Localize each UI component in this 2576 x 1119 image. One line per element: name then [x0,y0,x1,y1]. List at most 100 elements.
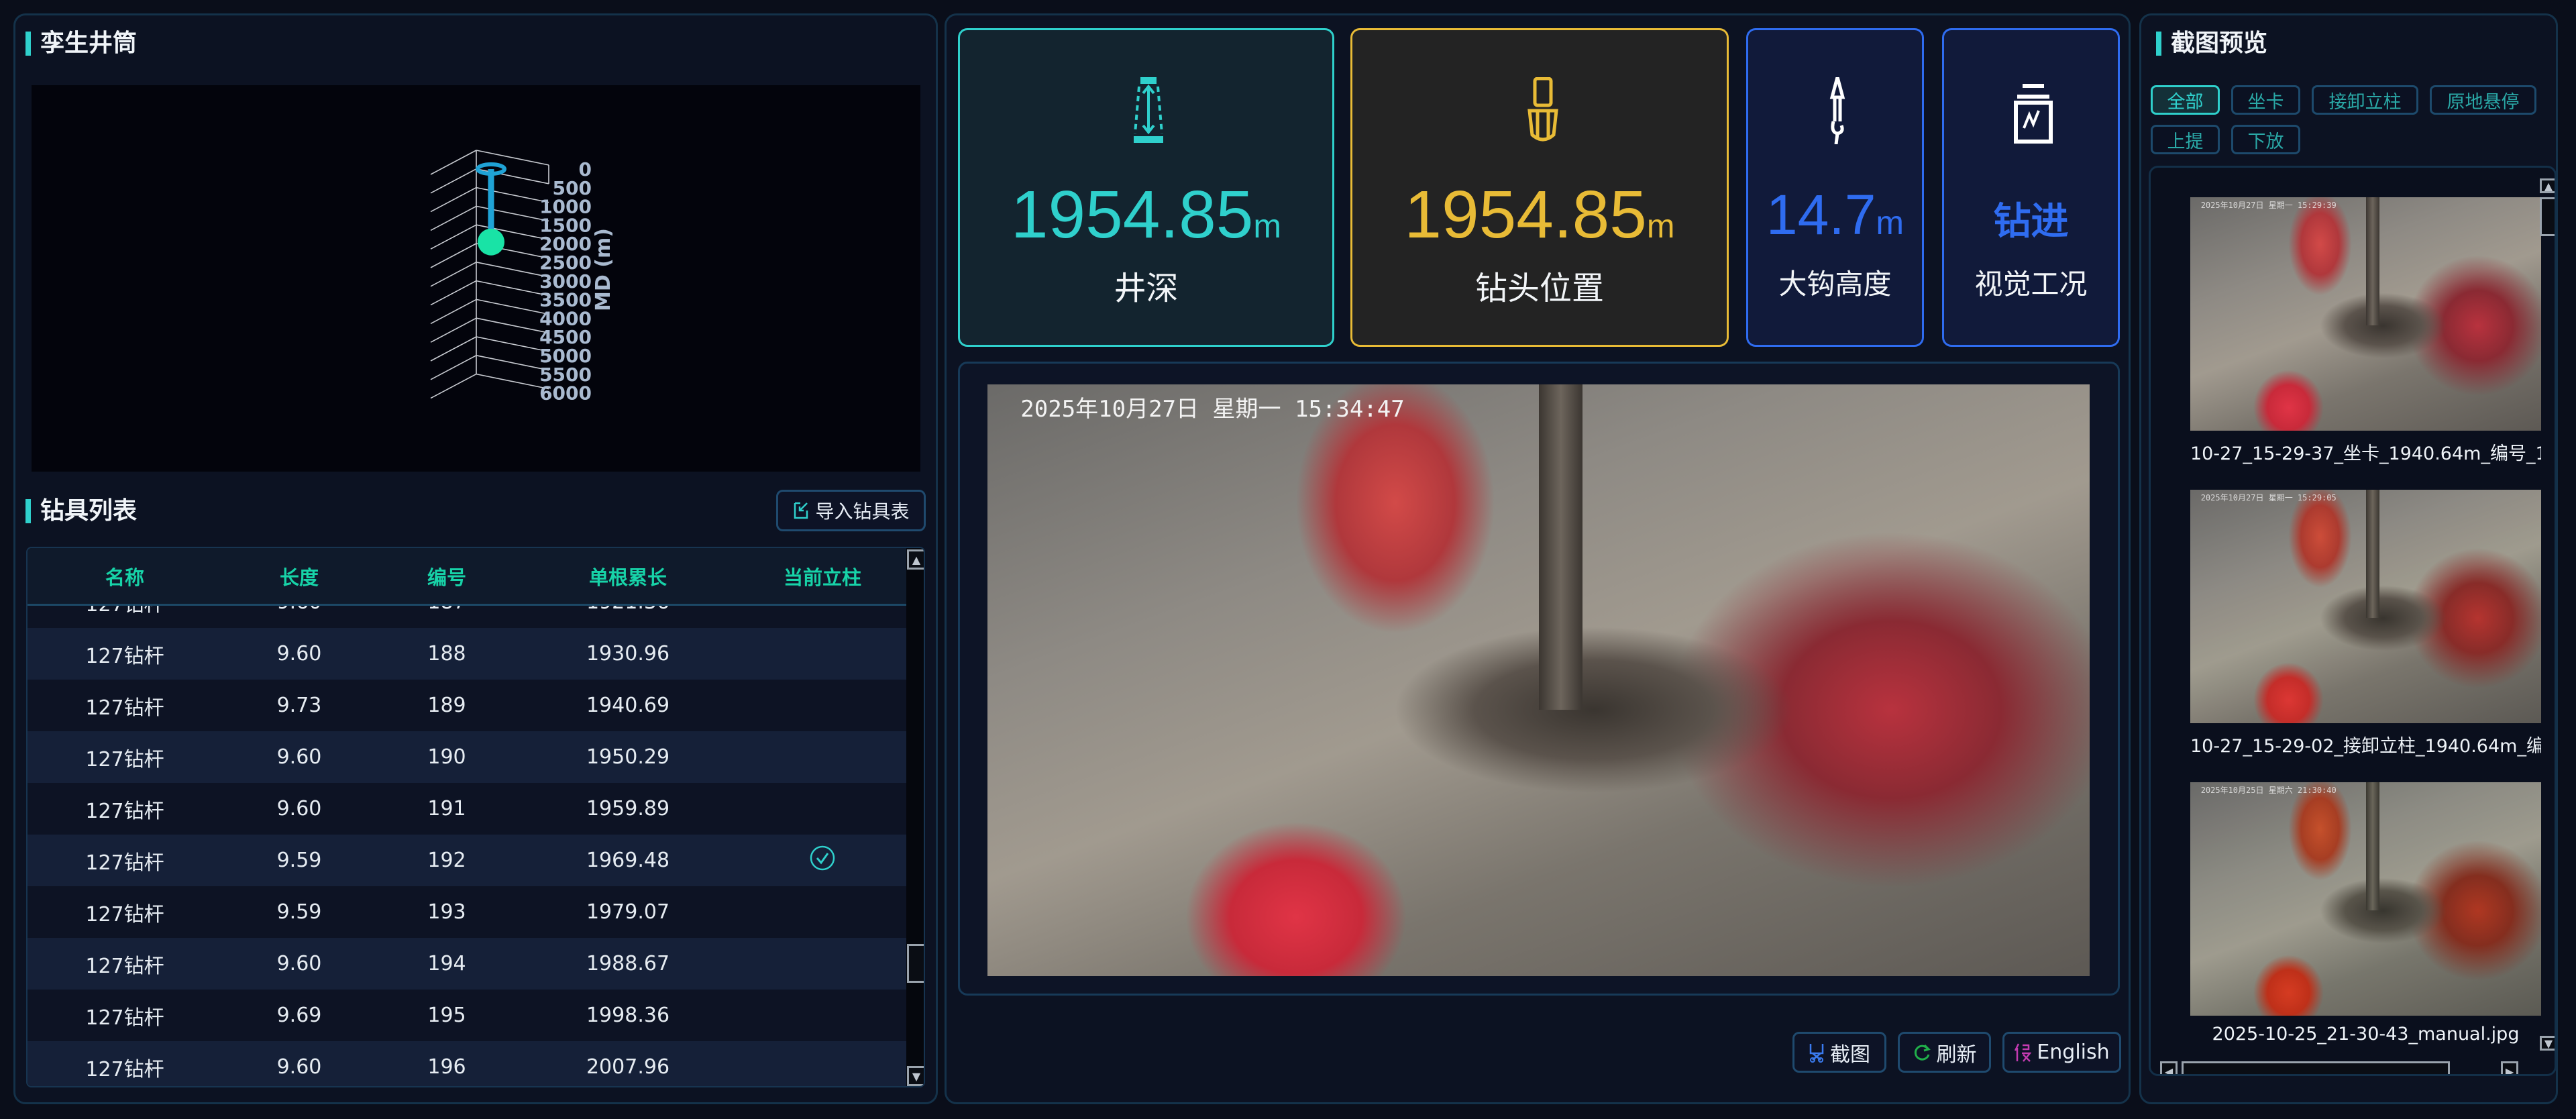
cell-name: 127钻杆 [85,1006,164,1030]
translate-icon [2015,1043,2032,1062]
preview-scroll-left[interactable]: ◀ [2160,1061,2178,1074]
header-number[interactable]: 编号 [427,566,466,589]
table-row[interactable]: 127钻杆 9.60 190 1950.29 [28,731,906,783]
screenshot-thumbnail[interactable]: 2025年10月27日 星期一 15:29:05 [2190,490,2541,723]
preview-scroll-right[interactable]: ▶ [2501,1061,2518,1074]
table-row[interactable]: 127钻杆 9.59 192 1969.48 [28,835,906,886]
depth-tick-label: 2500 [539,252,592,274]
import-tool-table-button[interactable]: 导入钻具表 [776,490,926,531]
preview-vertical-scrollbar[interactable]: ▲ ▼ [2540,178,2555,1051]
grid-line-right [476,317,549,333]
video-image: 2025年10月27日 星期一 15:34:47 [987,384,2090,976]
grid-line-right [476,336,549,352]
metric-card-4: 钻进 视觉工况 [1942,28,2120,347]
preview-hscroll-thumb[interactable] [2182,1061,2450,1074]
grid-line-right [476,355,549,371]
filter-button[interactable]: 原地悬停 [2430,85,2536,115]
depth-tick-label: 5500 [539,364,592,386]
screenshot-thumbnail[interactable]: 2025年10月25日 星期六 21:30:40 [2190,782,2541,1016]
cell-length: 9.69 [276,1004,322,1027]
metric-label: 井深 [1114,270,1179,307]
twin-wellbore-title: 孪生井筒 [25,30,137,57]
header-cumulative[interactable]: 单根累长 [588,566,667,589]
table-row[interactable]: 127钻杆 9.59 193 1979.07 [28,886,906,938]
wellbore-3d-viewport[interactable]: 0 500 1000 1500 2000 2500 3000 3500 4000 4500 5000… [32,85,920,472]
preview-scroll-up[interactable]: ▲ [2540,178,2555,193]
header-name[interactable]: 名称 [105,566,144,589]
cell-length: 9.60 [222,606,376,614]
metric-label: 视觉工况 [1974,268,2088,301]
scroll-down-button[interactable]: ▼ [907,1066,924,1086]
header-length[interactable]: 长度 [279,566,319,589]
grid-line-left [430,205,477,231]
screenshot-button[interactable]: 截图 [1792,1032,1886,1073]
filter-button[interactable]: 下放 [2231,125,2300,154]
grid-line-right [476,373,549,390]
cell-cumulative: 1930.96 [586,642,670,665]
header-current-stand[interactable]: 当前立柱 [783,566,861,589]
cell-cumulative: 1998.36 [586,1004,670,1027]
table-row[interactable]: 127钻杆 9.60 191 1959.89 [28,783,906,835]
cell-length: 9.59 [276,849,322,872]
preview-scroll-down[interactable]: ▼ [2540,1036,2555,1051]
table-row[interactable]: 127钻杆 9.60 196 2007.96 [28,1041,906,1086]
table-header: 名称 长度 编号 单根累长 当前立柱 [28,548,906,606]
thumbnail-timestamp: 2025年10月25日 星期六 21:30:40 [2200,786,2337,796]
screenshot-caption[interactable]: 2025-10-25_21-30-43_manual.jpg [2212,1024,2520,1045]
video-timestamp: 2025年10月27日 星期一 15:34:47 [1020,395,1405,423]
screenshot-label: 截图 [1830,1043,1870,1067]
grid-line-right [476,186,549,203]
cell-name: 127钻杆 [85,644,164,668]
table-row[interactable]: 127钻杆 9.69 195 1998.36 [28,990,906,1041]
grid-line-left [430,280,477,306]
grid-line-right [476,205,549,222]
live-video[interactable]: 2025年10月27日 星期一 15:34:47 [987,384,2090,976]
scroll-up-button[interactable]: ▲ [907,549,924,570]
cell-id: 191 [427,797,466,820]
preview-scroll-thumb[interactable] [2540,197,2555,236]
cell-name: 127钻杆 [85,902,164,926]
grid-line-left [430,168,477,194]
filter-button[interactable]: 上提 [2151,125,2220,154]
cell-length: 9.73 [276,694,322,717]
monitor-icon [2013,84,2053,144]
tool-table: 名称 长度 编号 单根累长 当前立柱 127钻杆9.601871921.3612… [26,547,925,1087]
refresh-icon [1914,1044,1931,1061]
table-row[interactable]: 127钻杆 9.60 194 1988.67 [28,938,906,990]
cell-name: 127钻杆 [85,1057,164,1081]
depth-tick-label: 500 [553,177,592,199]
metric-value: 1954.85m [1404,177,1675,252]
cell-id: 193 [427,900,466,924]
cell-id: 190 [427,745,466,769]
cell-id: 188 [427,642,466,665]
scroll-thumb[interactable] [907,944,924,983]
grid-line-right [476,299,549,315]
screenshot-caption[interactable]: 10-27_15-29-02_接卸立柱_1940.64m_编号 [2190,736,2541,757]
cell-id: 194 [427,952,466,975]
cell-name: 127钻杆 [85,696,164,720]
filter-button[interactable]: 接卸立柱 [2312,85,2418,115]
depth-tick-label: 0 [579,158,592,180]
filter-button[interactable]: 全部 [2151,85,2220,115]
cell-name: 127钻杆 [85,954,164,978]
language-button[interactable]: English [2002,1032,2121,1073]
refresh-button[interactable]: 刷新 [1898,1032,1991,1073]
check-circle-icon [810,845,835,870]
cell-cumulative: 1959.89 [586,797,670,820]
table-row[interactable]: 127钻杆 9.73 189 1940.69 [28,680,906,731]
filter-button[interactable]: 坐卡 [2231,85,2300,115]
depth-tick-label: 2000 [539,233,592,255]
screenshot-caption[interactable]: 10-27_15-29-37_坐卡_1940.64m_编号_1 [2190,443,2541,464]
screenshot-thumbnail[interactable]: 2025年10月27日 星期一 15:29:39 [2190,197,2541,431]
preview-horizontal-scrollbar[interactable]: ◀ ▶ [2160,1061,2536,1074]
preview-title: 截图预览 [2156,30,2267,57]
drill-bit-marker [478,228,504,256]
table-row[interactable]: 127钻杆 9.60 188 1930.96 [28,628,906,680]
cell-name: 127钻杆 [85,851,164,875]
language-label: English [2037,1041,2110,1064]
table-scrollbar[interactable]: ▲ ▼ [906,548,924,1086]
refresh-label: 刷新 [1936,1043,1977,1067]
